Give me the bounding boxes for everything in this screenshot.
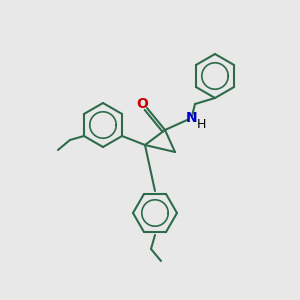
Text: H: H xyxy=(196,118,206,130)
Text: O: O xyxy=(136,97,148,111)
Text: N: N xyxy=(186,111,198,125)
